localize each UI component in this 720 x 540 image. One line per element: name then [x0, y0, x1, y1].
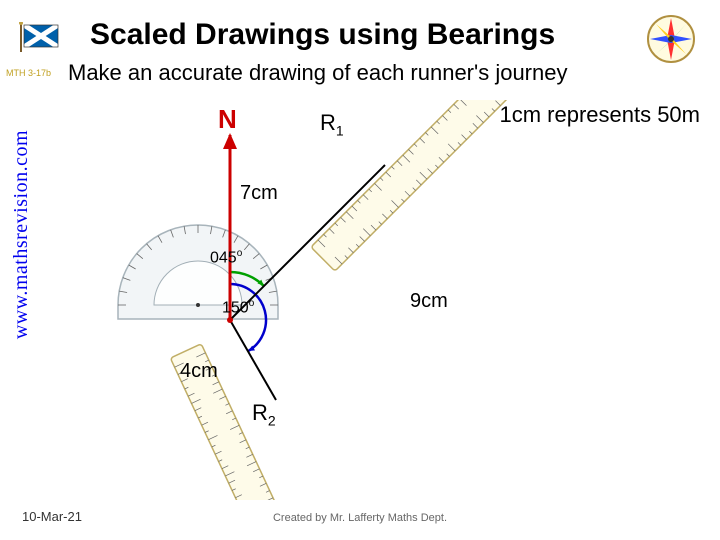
r1-sub: 1: [336, 122, 344, 138]
bearing-diagram: N R1 R2 7cm 4cm 9cm 045o 150o: [80, 100, 560, 500]
subtitle: Make an accurate drawing of each runner'…: [68, 60, 567, 86]
r1-label: R1: [320, 110, 344, 138]
r2-letter: R: [252, 400, 268, 425]
scotland-flag-icon: [18, 22, 64, 57]
footer-credit: Created by Mr. Lafferty Maths Dept.: [0, 512, 720, 524]
bearing-150-num: 150: [222, 299, 249, 316]
length-9cm: 9cm: [410, 290, 448, 313]
bearing-150-deg: o: [249, 298, 255, 309]
bearing-045-num: 045: [210, 249, 237, 266]
r2-label: R2: [252, 400, 276, 428]
r1-letter: R: [320, 110, 336, 135]
website-label: www.mathsrevision.com: [10, 130, 33, 339]
bearing-045: 045o: [210, 248, 242, 267]
curriculum-tag: MTH 3-17b: [6, 68, 51, 78]
compass-icon: [644, 12, 698, 71]
length-7cm: 7cm: [240, 182, 278, 205]
north-label: N: [218, 104, 237, 135]
length-4cm: 4cm: [180, 360, 218, 383]
r2-sub: 2: [268, 412, 276, 428]
page-title: Scaled Drawings using Bearings: [90, 18, 555, 52]
bearing-045-deg: o: [237, 248, 243, 259]
bearing-150: 150o: [222, 298, 254, 317]
